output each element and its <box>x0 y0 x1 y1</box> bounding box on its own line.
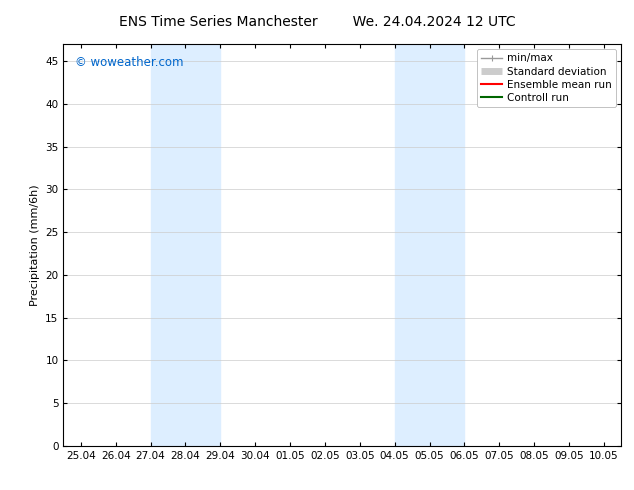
Bar <box>150 44 221 446</box>
Text: © woweather.com: © woweather.com <box>75 56 183 69</box>
Bar <box>394 44 464 446</box>
Legend: min/max, Standard deviation, Ensemble mean run, Controll run: min/max, Standard deviation, Ensemble me… <box>477 49 616 107</box>
Text: ENS Time Series Manchester        We. 24.04.2024 12 UTC: ENS Time Series Manchester We. 24.04.202… <box>119 15 515 29</box>
Y-axis label: Precipitation (mm/6h): Precipitation (mm/6h) <box>30 184 40 306</box>
